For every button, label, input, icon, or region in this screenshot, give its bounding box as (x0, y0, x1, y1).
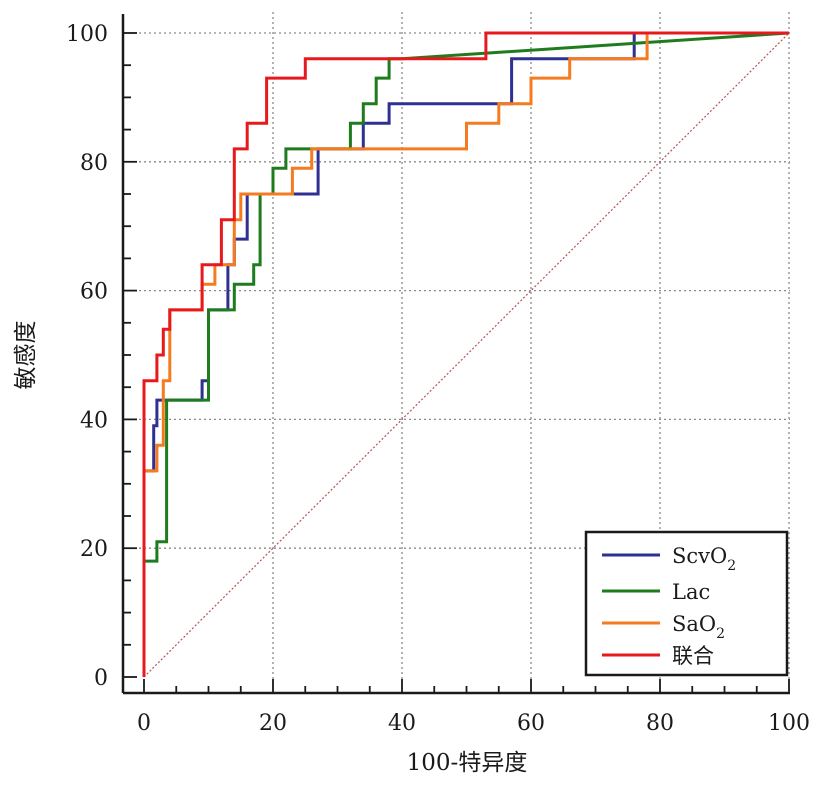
y-tick-label: 0 (94, 666, 108, 691)
series-line-3 (142, 31, 789, 677)
y-axis-title: 敏感度 (13, 321, 39, 390)
x-tick-label: 60 (517, 711, 545, 736)
y-tick-label: 20 (80, 537, 108, 562)
legend-label-3: 联合 (672, 644, 714, 668)
series-line-1 (142, 31, 790, 677)
x-tick-label: 0 (137, 711, 151, 736)
x-tick-label: 80 (646, 711, 674, 736)
x-tick-label: 40 (388, 711, 416, 736)
y-tick-label: 80 (80, 151, 108, 176)
x-axis-title: 100-特异度 (407, 750, 528, 776)
ticks: 0 20 40 60 80 100 0 20 40 60 80 100 (66, 22, 810, 736)
y-tick-label: 60 (80, 280, 108, 305)
series-line-2 (142, 31, 789, 677)
series-line-0 (142, 31, 789, 677)
y-tick-label: 100 (66, 22, 108, 47)
y-tick-label: 40 (80, 408, 108, 433)
x-tick-label: 100 (768, 711, 810, 736)
legend-label-1: Lac (672, 580, 710, 604)
x-tick-label: 20 (259, 711, 287, 736)
series-lines (142, 31, 790, 677)
